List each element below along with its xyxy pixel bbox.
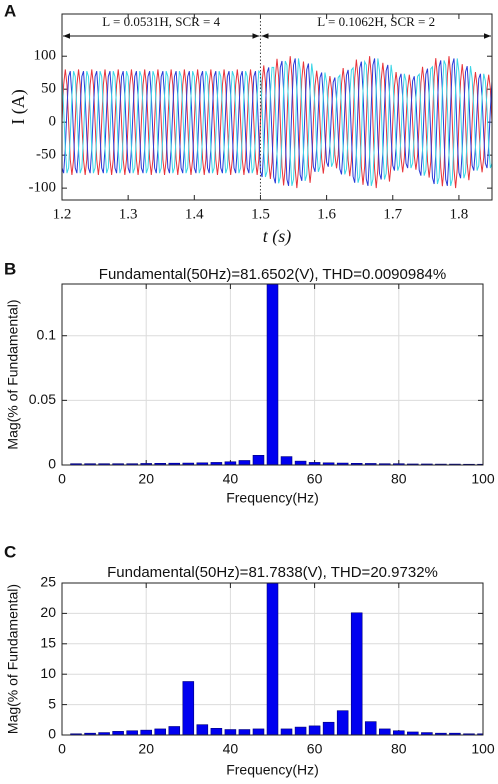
y-tick-label: 10: [40, 665, 56, 681]
x-tick-label: 100: [471, 471, 495, 487]
bar: [379, 463, 391, 465]
bar: [238, 460, 251, 465]
bar: [266, 284, 279, 465]
bar: [407, 731, 419, 735]
x-tick-label: 100: [471, 741, 495, 757]
bar: [266, 583, 279, 735]
y-tick-label: 50: [41, 81, 56, 97]
chart-title: Fundamental(50Hz)=81.6502(V), THD=0.0090…: [99, 266, 446, 283]
bar: [336, 710, 349, 735]
x-tick-label: 1.8: [450, 206, 469, 222]
plot-frame: [61, 283, 484, 466]
y-tick-label: 20: [40, 604, 56, 620]
y-axis-label: Mag(% of Fundamental): [5, 584, 21, 734]
bar: [168, 462, 181, 465]
bar: [238, 729, 251, 735]
x-tick-label: 60: [307, 471, 323, 487]
plot-frame: [61, 13, 493, 201]
bar: [70, 463, 82, 465]
bar: [140, 729, 152, 735]
x-tick-label: 20: [138, 741, 154, 757]
bar: [210, 728, 223, 735]
annotation: L = 0.1062H, SCR = 2: [317, 14, 435, 29]
bar: [84, 732, 96, 735]
x-tick-label: 80: [391, 471, 407, 487]
bar: [350, 612, 363, 735]
annotation: L = 0.0531H, SCR = 4: [102, 14, 220, 29]
bar: [126, 730, 138, 735]
bar: [294, 726, 307, 735]
x-tick-label: 0: [58, 471, 66, 487]
y-tick-label: 100: [34, 48, 57, 64]
bar: [252, 455, 265, 465]
y-axis-label: I (A): [8, 89, 29, 124]
x-tick-label: 1.7: [383, 206, 402, 222]
y-tick-label: 0: [49, 114, 57, 130]
bar: [364, 463, 377, 465]
bar: [224, 729, 237, 735]
bar: [168, 726, 181, 735]
y-tick-label: 0: [48, 456, 56, 472]
bar: [364, 721, 377, 735]
y-tick-label: 0.05: [29, 391, 56, 407]
bar: [294, 460, 307, 465]
bar: [98, 463, 110, 465]
y-tick-label: 0.1: [37, 326, 57, 342]
y-tick-label: 25: [40, 574, 56, 590]
x-tick-label: 20: [138, 471, 154, 487]
x-tick-label: 40: [223, 741, 239, 757]
bar: [182, 681, 195, 735]
bar: [393, 730, 405, 735]
bar: [126, 463, 138, 465]
bar: [112, 463, 124, 465]
x-tick-label: 80: [391, 741, 407, 757]
y-tick-label: -50: [36, 147, 56, 163]
bar: [112, 731, 124, 735]
y-axis-label: Mag(% of Fundamental): [5, 299, 21, 449]
bar: [252, 728, 265, 735]
y-tick-label: 0: [48, 726, 56, 742]
bar: [421, 463, 433, 465]
bar: [477, 733, 483, 735]
panel-letter: B: [4, 259, 16, 278]
panel-letter: C: [4, 542, 16, 561]
x-tick-label: 1.4: [185, 206, 204, 222]
bar: [322, 721, 335, 735]
y-tick-label: -100: [29, 180, 57, 196]
plot-frame: [61, 582, 484, 736]
bar: [379, 728, 391, 735]
chart-title: Fundamental(50Hz)=81.7838(V), THD=20.973…: [107, 564, 438, 581]
bar: [280, 456, 293, 465]
y-tick-label: 15: [40, 635, 56, 651]
bar: [196, 462, 209, 465]
panel-letter: A: [4, 1, 16, 20]
bar: [84, 463, 96, 465]
x-axis-label: t (s): [263, 226, 292, 247]
x-axis-label: Frequency(Hz): [226, 762, 319, 778]
x-tick-label: 40: [223, 471, 239, 487]
bar: [435, 732, 447, 735]
x-tick-label: 1.2: [53, 206, 72, 222]
x-axis-label: Frequency(Hz): [226, 490, 319, 506]
x-tick-label: 0: [58, 741, 66, 757]
bar: [280, 728, 293, 735]
x-tick-label: 1.3: [119, 206, 138, 222]
bar: [154, 728, 166, 735]
bar: [196, 724, 209, 735]
bar: [308, 725, 321, 735]
bar: [322, 462, 335, 465]
y-tick-label: 5: [48, 695, 56, 711]
x-tick-label: 1.5: [251, 206, 270, 222]
x-tick-label: 60: [307, 741, 323, 757]
line-series: [62, 58, 492, 187]
bar: [449, 732, 461, 735]
bar: [393, 463, 405, 465]
x-tick-label: 1.6: [317, 206, 336, 222]
bar: [140, 463, 152, 465]
bar: [407, 463, 419, 465]
